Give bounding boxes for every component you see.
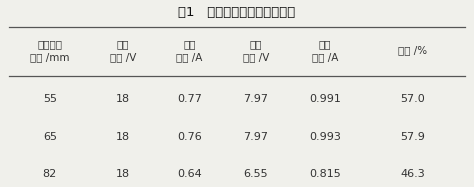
Text: 57.0: 57.0 <box>400 94 425 104</box>
Text: 输出
电压 /V: 输出 电压 /V <box>243 39 269 62</box>
Text: 0.64: 0.64 <box>177 169 202 179</box>
Text: 输出
电流 /A: 输出 电流 /A <box>311 39 338 62</box>
Text: 7.97: 7.97 <box>244 94 268 104</box>
Text: 0.815: 0.815 <box>309 169 340 179</box>
Text: 0.77: 0.77 <box>177 94 202 104</box>
Text: 46.3: 46.3 <box>400 169 425 179</box>
Text: 18: 18 <box>116 169 130 179</box>
Text: 效率 /%: 效率 /% <box>398 45 427 56</box>
Text: 55: 55 <box>43 94 57 104</box>
Text: 18: 18 <box>116 131 130 142</box>
Text: 6.55: 6.55 <box>244 169 268 179</box>
Text: 0.993: 0.993 <box>309 131 341 142</box>
Text: 82: 82 <box>43 169 57 179</box>
Text: 接收线圈
直径 /mm: 接收线圈 直径 /mm <box>30 39 70 62</box>
Text: 0.991: 0.991 <box>309 94 341 104</box>
Text: 7.97: 7.97 <box>244 131 268 142</box>
Text: 0.76: 0.76 <box>177 131 202 142</box>
Text: 输入
电压 /V: 输入 电压 /V <box>110 39 137 62</box>
Text: 57.9: 57.9 <box>400 131 425 142</box>
Text: 18: 18 <box>116 94 130 104</box>
Text: 输入
电流 /A: 输入 电流 /A <box>176 39 203 62</box>
Text: 65: 65 <box>43 131 57 142</box>
Text: 表1   线圈直径变化与传输效率: 表1 线圈直径变化与传输效率 <box>178 6 296 19</box>
